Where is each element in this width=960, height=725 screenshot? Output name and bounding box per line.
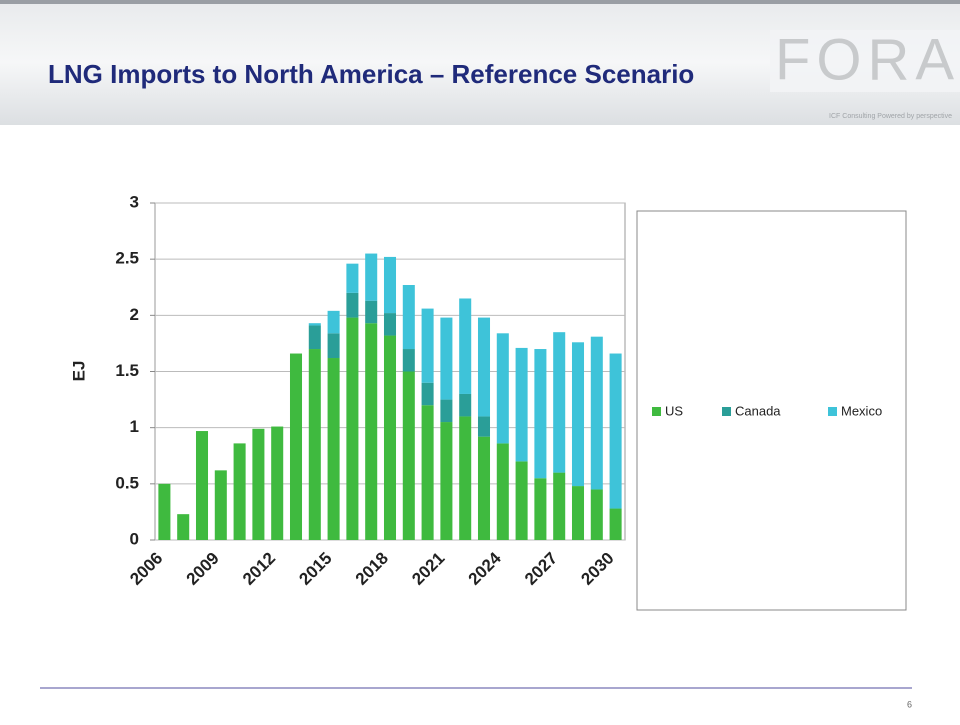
- bar-segment: [515, 347, 528, 462]
- bar-segment: [346, 317, 359, 540]
- bar-segment: [365, 253, 378, 301]
- legend-label: Canada: [735, 403, 781, 418]
- bar-segment: [459, 393, 472, 417]
- bar-segment: [609, 353, 622, 509]
- bar-segment: [477, 416, 491, 437]
- bar-segment: [477, 317, 491, 417]
- bar-segment: [383, 313, 397, 336]
- bar-segment: [365, 323, 378, 540]
- bar-segment: [271, 426, 284, 540]
- bar-segment: [346, 292, 359, 318]
- bar-segment: [383, 256, 397, 314]
- y-tick-label: 2.5: [115, 249, 139, 268]
- bar-segment: [214, 470, 227, 540]
- bar-segment: [327, 333, 340, 359]
- header-edge: [0, 0, 960, 4]
- bar-segment: [459, 416, 472, 540]
- bar-segment: [327, 310, 340, 334]
- x-tick-label: 2021: [408, 549, 448, 589]
- y-tick-label: 0: [130, 529, 139, 548]
- bar-segment: [553, 472, 566, 540]
- bar-segment: [440, 317, 453, 400]
- bar-segment: [571, 342, 585, 487]
- bar-segment: [308, 325, 321, 350]
- page-number: 6: [907, 699, 912, 709]
- logo: FORA: [775, 27, 960, 92]
- x-tick-label: 2015: [295, 549, 335, 589]
- bar-segment: [609, 508, 622, 540]
- bar-segment: [402, 285, 415, 350]
- x-tick-label: 2018: [352, 549, 392, 589]
- y-tick-label: 1: [130, 417, 139, 436]
- x-tick-label: 2006: [126, 549, 166, 589]
- bar-segment: [308, 349, 321, 540]
- bar-segment: [553, 332, 566, 473]
- bar-segment: [402, 349, 415, 372]
- bar-segment: [496, 443, 509, 540]
- legend-swatch: [828, 407, 837, 416]
- x-tick-label: 2030: [577, 549, 617, 589]
- y-tick-label: 2: [130, 305, 139, 324]
- y-axis-label: EJ: [69, 361, 88, 382]
- legend-swatch: [652, 407, 661, 416]
- logo-backdrop: [770, 30, 960, 92]
- bar-segment: [496, 333, 509, 444]
- bar-segment: [402, 371, 415, 540]
- bar-segment: [365, 300, 378, 324]
- y-tick-label: 0.5: [115, 473, 139, 492]
- legend-swatch: [722, 407, 731, 416]
- bar-segment: [459, 298, 472, 394]
- bar-segment: [571, 486, 585, 540]
- logo-tagline: ICF Consulting Powered by perspective: [829, 113, 952, 120]
- bar-segment: [515, 461, 528, 540]
- bar-segment: [233, 443, 246, 540]
- bar-segment: [195, 431, 209, 540]
- bar-segment: [534, 478, 547, 540]
- bar-segment: [421, 405, 434, 540]
- bar-segment: [590, 336, 603, 490]
- slide-title: LNG Imports to North America – Reference…: [48, 59, 694, 89]
- bar-segment: [534, 349, 547, 479]
- bar-segment: [158, 483, 171, 540]
- bar-segment: [177, 514, 190, 540]
- bar-segment: [440, 422, 453, 540]
- x-tick-label: 2009: [183, 549, 223, 589]
- bar-segment: [289, 353, 303, 540]
- y-tick-label: 1.5: [115, 361, 139, 380]
- y-tick-label: 3: [130, 192, 139, 211]
- bar-segment: [421, 308, 434, 383]
- legend-label: Mexico: [841, 403, 882, 418]
- legend-label: US: [665, 403, 683, 418]
- x-tick-label: 2027: [521, 549, 561, 589]
- bar-segment: [421, 382, 434, 406]
- x-tick-label: 2012: [239, 549, 279, 589]
- bar-segment: [383, 335, 397, 540]
- bar-segment: [440, 399, 453, 423]
- bar-segment: [327, 358, 340, 540]
- bar-segment: [308, 323, 321, 326]
- bar-segment: [590, 489, 603, 540]
- x-tick-label: 2024: [465, 548, 506, 589]
- bar-segment: [252, 428, 265, 540]
- legend-box: [636, 210, 907, 611]
- bar-segment: [346, 263, 359, 293]
- bar-segment: [477, 436, 491, 540]
